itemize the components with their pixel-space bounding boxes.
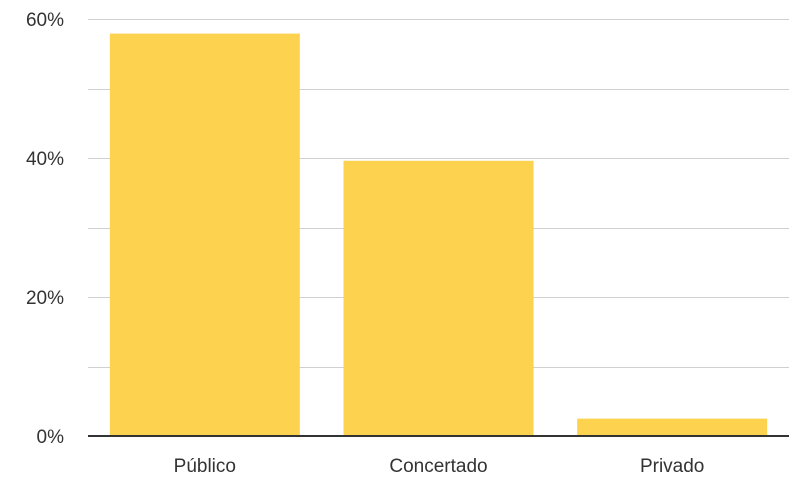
y-tick-label: 20% <box>26 288 64 309</box>
bar-concertado <box>343 160 534 436</box>
y-tick-label: 0% <box>37 427 65 448</box>
y-tick-label: 40% <box>26 149 64 170</box>
x-tick-label: Privado <box>640 456 704 477</box>
x-tick-label: Público <box>174 456 236 477</box>
bars <box>109 33 768 436</box>
bar-privado <box>577 418 768 436</box>
y-tick-label: 60% <box>26 10 64 31</box>
labels: Público Concertado Privado 0% 20% 40% 60% <box>26 10 704 477</box>
x-tick-label: Concertado <box>389 456 487 477</box>
bar-público <box>109 33 300 436</box>
